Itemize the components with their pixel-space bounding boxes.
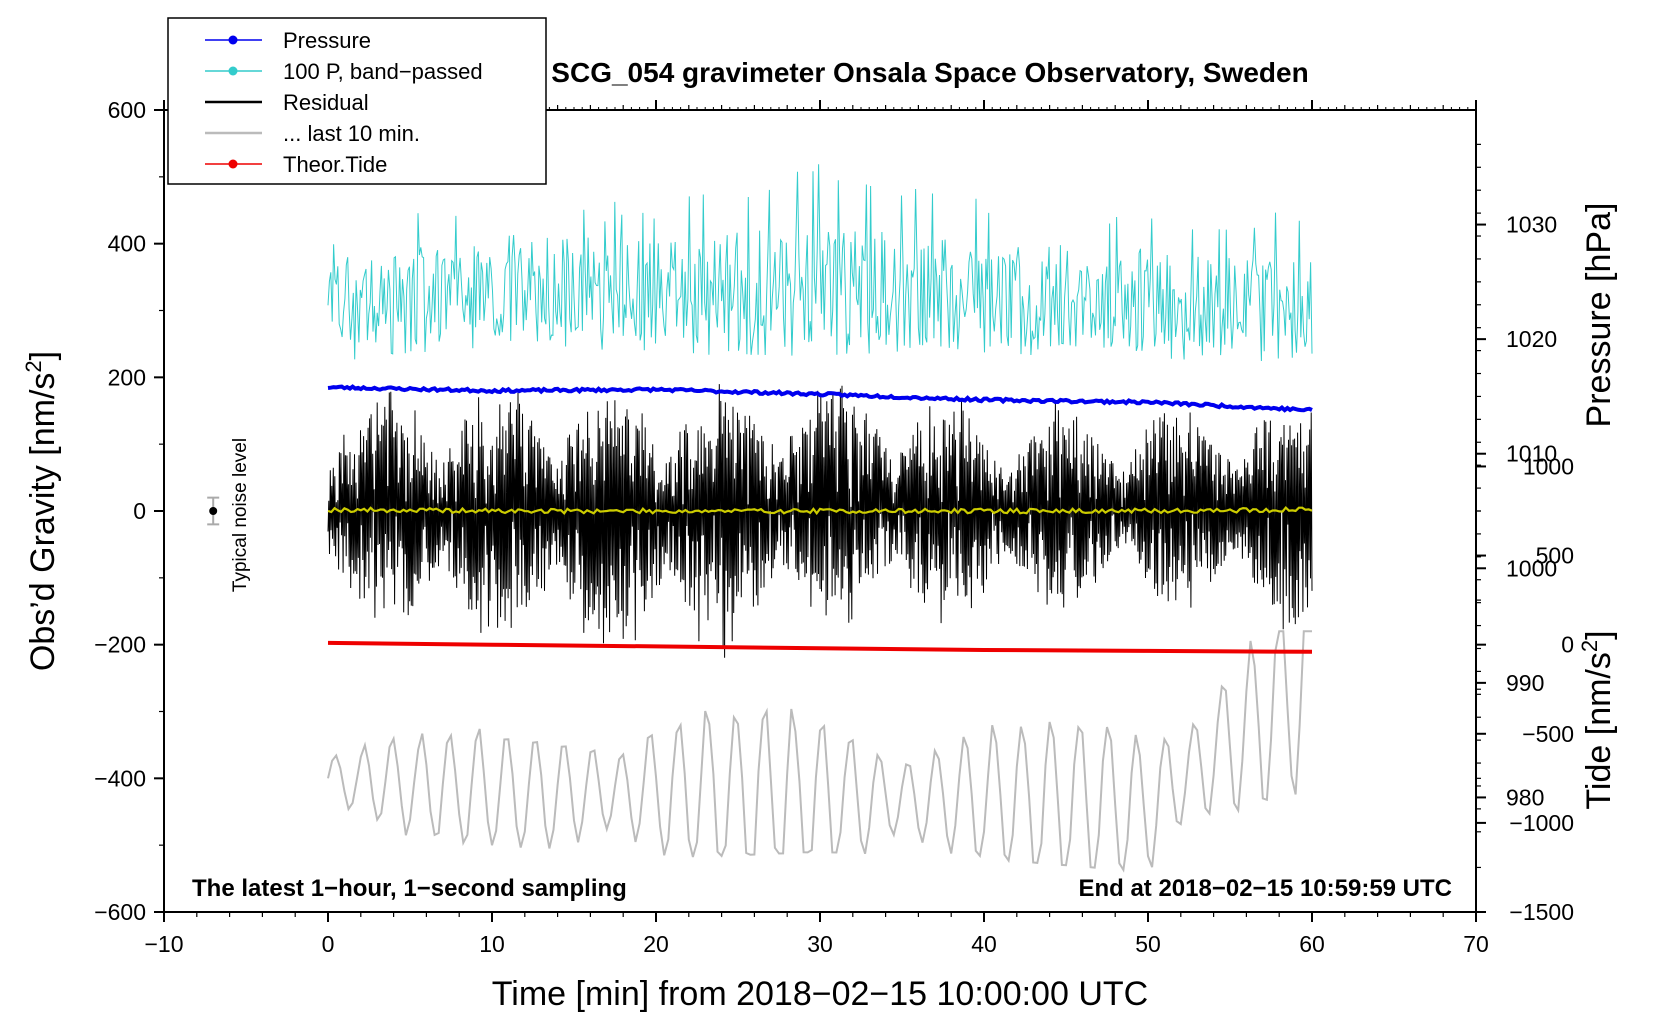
legend-entries: Pressure 100 P, band−passed Residual ... la… <box>205 28 483 177</box>
tide-tick-label: −1000 <box>1509 810 1574 836</box>
residual-line <box>327 384 1313 658</box>
gravity-tick-label: 200 <box>108 364 146 390</box>
x-tick-label: 10 <box>479 931 505 957</box>
tide-label-main: Tide [nm/s <box>1580 652 1618 809</box>
tide-label-close: ] <box>1580 630 1618 639</box>
x-tick-label: 20 <box>643 931 669 957</box>
x-tick-label: 30 <box>807 931 833 957</box>
tide-tick-label: −1500 <box>1509 899 1574 925</box>
tide-tick-label: 0 <box>1561 632 1574 658</box>
axis-layer: −10 0 10 20 30 40 50 60 706004002000−200−400−600… <box>94 97 1574 957</box>
gravity-tick-label: 400 <box>108 231 146 257</box>
legend-entry-label: 100 P, band−passed <box>283 59 483 84</box>
legend-swatch-marker <box>228 159 238 169</box>
noise-level-point <box>209 507 218 515</box>
noise-level-label: Typical noise level <box>230 438 251 592</box>
filtered-residual-line <box>327 505 1313 516</box>
x-tick-label: 70 <box>1463 931 1489 957</box>
annotation-end-time: End at 2018−02−15 10:59:59 UTC <box>1078 875 1452 902</box>
x-tick-label: 40 <box>971 931 997 957</box>
tide-tick-label: 500 <box>1536 543 1574 569</box>
y-axis-label-gravity: Obs’d Gravity [nm/s2] <box>21 351 62 671</box>
legend-entry-label: Pressure <box>283 28 371 53</box>
legend: Pressure 100 P, band−passed Residual ... la… <box>167 17 547 185</box>
legend-entry-label: Theor.Tide <box>283 152 387 177</box>
series-layer <box>207 164 1313 873</box>
gravity-label-sup: 2 <box>21 360 46 372</box>
pressure-tick-label: 1030 <box>1506 212 1557 238</box>
legend-swatch-marker <box>228 66 238 76</box>
gravity-tick-label: −200 <box>94 632 146 658</box>
gravity-tick-label: −600 <box>94 899 146 925</box>
pressure-line <box>327 384 1313 413</box>
x-tick-label: −10 <box>144 931 183 957</box>
pressure-tick-label: 990 <box>1506 670 1544 696</box>
pressure-tick-label: 1020 <box>1506 326 1557 352</box>
x-tick-label: 60 <box>1299 931 1325 957</box>
gravity-label-main: Obs’d Gravity [nm/s <box>24 373 62 672</box>
tide-tick-label: −500 <box>1522 721 1574 747</box>
annotation-sampling: The latest 1−hour, 1−second sampling <box>192 875 627 902</box>
last-10-min-line <box>327 630 1312 873</box>
gravity-tick-label: 600 <box>108 97 146 123</box>
x-axis-label: Time [min] from 2018−02−15 10:00:00 UTC <box>492 975 1148 1013</box>
legend-entry-label: Residual <box>283 90 369 115</box>
x-tick-label: 0 <box>322 931 335 957</box>
chart-title: SCG_054 gravimeter Onsala Space Observat… <box>551 57 1308 88</box>
y-axis-label-pressure: Pressure [hPa] <box>1580 203 1618 428</box>
band-passed-pressure-line <box>327 164 1313 362</box>
gravity-label-close: ] <box>24 351 62 360</box>
pressure-tick-label: 980 <box>1506 784 1544 810</box>
pressure-tick-label: 1010 <box>1506 441 1557 467</box>
tide-label-sup: 2 <box>1577 640 1602 652</box>
gravity-tick-label: 0 <box>133 498 146 524</box>
gravity-tick-label: −400 <box>94 765 146 791</box>
tide-tick-label: 1000 <box>1523 453 1574 479</box>
legend-swatch-marker <box>228 35 238 45</box>
x-tick-label: 50 <box>1135 931 1161 957</box>
legend-entry-label: ... last 10 min. <box>283 121 420 146</box>
y-axis-label-tide: Tide [nm/s2] <box>1577 630 1618 809</box>
pressure-tick-label: 1000 <box>1506 555 1557 581</box>
theoretical-tide-line <box>327 640 1313 654</box>
